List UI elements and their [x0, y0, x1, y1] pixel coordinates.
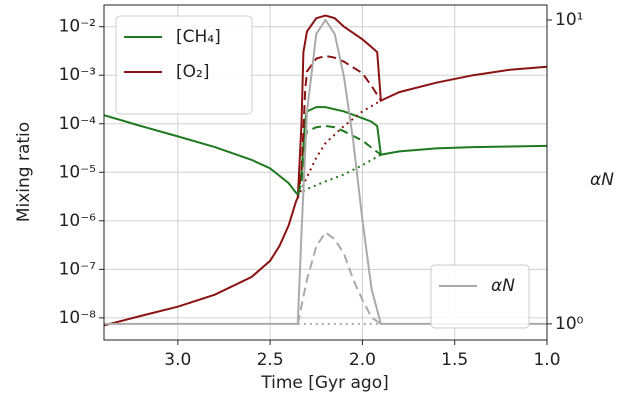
legend: αN [430, 264, 530, 329]
series-line [103, 14, 548, 327]
y2-tick-label: 10¹ [555, 10, 583, 30]
series-line [296, 124, 382, 195]
legend-box [115, 15, 253, 115]
y-tick-label: 10⁻² [59, 17, 96, 37]
x-tick-label: 1.5 [441, 350, 468, 370]
x-tick-label: 2.0 [349, 350, 376, 370]
series-line [103, 106, 548, 197]
y2-tick-label: 10⁰ [555, 314, 584, 334]
y-tick-label: 10⁻⁶ [59, 211, 97, 231]
legend-label: αN [491, 276, 515, 296]
series-line [296, 230, 382, 325]
legend: [CH₄] [O₂] [115, 15, 253, 115]
legend-box [430, 264, 530, 329]
series-line [297, 153, 382, 196]
y-tick-label: 10⁻⁵ [59, 162, 96, 182]
y2-axis-label: αN [590, 170, 614, 190]
y-tick-label: 10⁻⁷ [59, 259, 97, 279]
x-tick-label: 3.0 [164, 350, 191, 370]
y-tick-label: 10⁻³ [59, 65, 96, 85]
series-line [296, 99, 382, 199]
legend-label: [CH₄] [176, 27, 221, 47]
y-tick-label: 10⁻⁸ [59, 308, 97, 328]
x-axis-label: Time [Gyr ago] [260, 373, 389, 393]
legend-label: [O₂] [176, 62, 209, 82]
y-axis-label: Mixing ratio [14, 122, 34, 222]
plot-frame [103, 4, 548, 341]
series-line [296, 54, 382, 198]
series-line [104, 18, 547, 325]
x-tick-label: 1.0 [533, 350, 560, 370]
y-tick-label: 10⁻⁴ [59, 114, 97, 134]
x-tick-label: 2.5 [257, 350, 284, 370]
